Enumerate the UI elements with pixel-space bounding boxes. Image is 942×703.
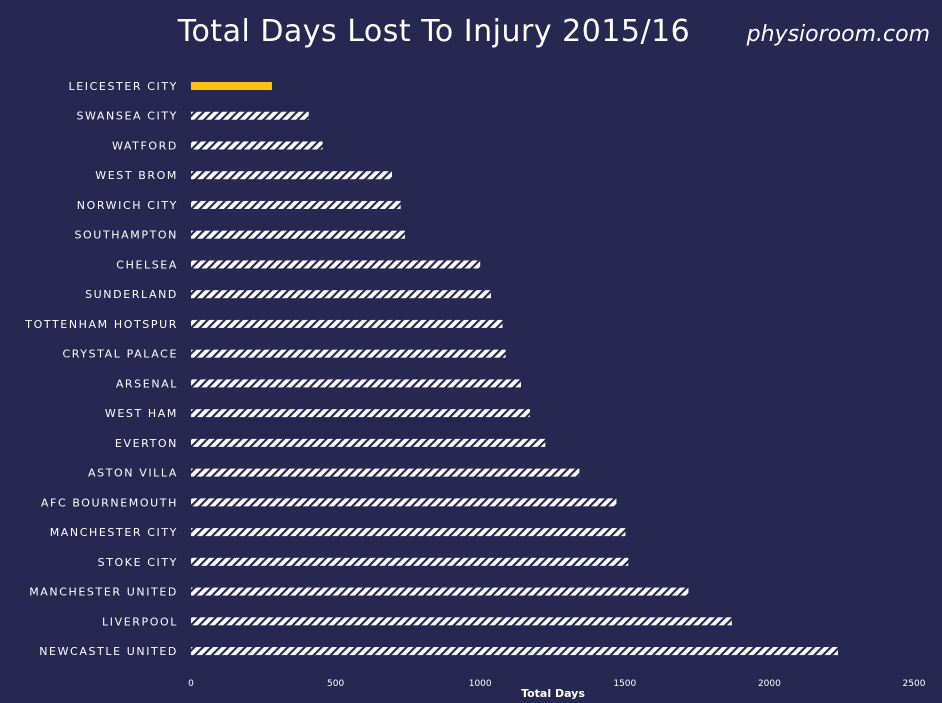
bar (191, 409, 530, 418)
category-label: LIVERPOOL (102, 615, 178, 628)
x-axis-title: Total Days (521, 687, 585, 700)
bar (191, 200, 401, 209)
category-label: MANCHESTER CITY (50, 526, 178, 539)
brand-watermark: physioroom.com (746, 22, 930, 47)
chart-title: Total Days Lost To Injury 2015/16 (177, 14, 691, 49)
bar (191, 141, 323, 150)
bar (191, 290, 491, 299)
bar (191, 171, 392, 180)
bar (191, 468, 580, 477)
x-tick-label: 0 (188, 679, 194, 689)
category-label: ASTON VILLA (88, 467, 178, 480)
category-label: NEWCASTLE UNITED (39, 645, 178, 658)
bar (191, 587, 689, 596)
bar (191, 260, 481, 269)
bar (191, 349, 506, 358)
bar (191, 438, 546, 447)
x-tick-label: 500 (327, 679, 344, 689)
category-label: SOUTHAMPTON (74, 229, 178, 242)
bar (191, 111, 309, 120)
category-label: TOTTENHAM HOTSPUR (24, 318, 178, 331)
category-label: SUNDERLAND (85, 288, 178, 301)
category-label: LEICESTER CITY (68, 80, 178, 93)
bar (191, 498, 617, 507)
bar (191, 379, 521, 388)
category-label: CHELSEA (116, 258, 178, 271)
bar (191, 82, 272, 90)
category-label: AFC BOURNEMOUTH (41, 496, 178, 509)
bar (191, 230, 406, 239)
x-tick-label: 2500 (903, 679, 926, 689)
category-label: WATFORD (112, 139, 178, 152)
bar (191, 647, 838, 656)
category-label: STOKE CITY (98, 556, 178, 569)
category-label: SWANSEA CITY (76, 110, 178, 123)
category-label: WEST BROM (95, 169, 178, 182)
x-tick-label: 1500 (613, 679, 636, 689)
category-label: NORWICH CITY (77, 199, 178, 212)
category-label: WEST HAM (105, 407, 178, 420)
category-label: CRYSTAL PALACE (62, 348, 178, 361)
category-label: MANCHESTER UNITED (29, 586, 178, 599)
bar (191, 319, 503, 328)
bar (191, 557, 629, 566)
bar (191, 617, 732, 626)
bars-group (191, 82, 838, 656)
category-labels: LEICESTER CITY SWANSEA CITY WATFORD WEST BR… (24, 80, 178, 658)
x-tick-label: 1000 (469, 679, 492, 689)
bar (191, 528, 626, 537)
category-label: ARSENAL (116, 377, 178, 390)
category-label: EVERTON (115, 437, 178, 450)
x-tick-label: 2000 (758, 679, 781, 689)
x-axis-ticks: 0 500 1000 1500 2000 2500 (188, 679, 926, 689)
